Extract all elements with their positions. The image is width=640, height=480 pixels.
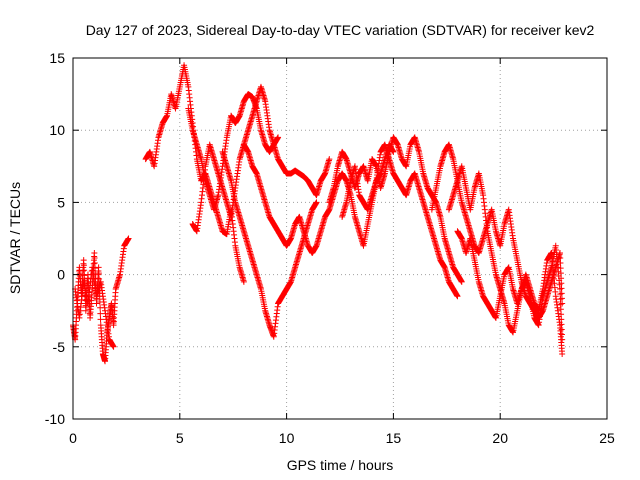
y-tick-label: 15 bbox=[49, 50, 65, 66]
grid-lines bbox=[73, 58, 607, 419]
data-point bbox=[97, 310, 104, 317]
data-point bbox=[557, 291, 564, 298]
data-point bbox=[91, 254, 98, 261]
data-point bbox=[557, 265, 564, 272]
axis-ticks bbox=[72, 57, 608, 420]
data-point bbox=[81, 272, 88, 279]
y-tick-label: -5 bbox=[53, 339, 66, 355]
data-point bbox=[81, 267, 88, 274]
chart-title: Day 127 of 2023, Sidereal Day-to-day VTE… bbox=[86, 22, 595, 38]
data-point bbox=[558, 285, 565, 292]
data-point bbox=[326, 156, 333, 163]
data-points bbox=[70, 62, 566, 365]
data-point bbox=[240, 278, 247, 285]
data-point bbox=[458, 278, 465, 285]
x-axis-label: GPS time / hours bbox=[287, 457, 394, 473]
data-point bbox=[557, 249, 564, 256]
y-tick-label: 10 bbox=[49, 122, 65, 138]
x-tick-label: 10 bbox=[279, 430, 295, 446]
data-point bbox=[95, 270, 102, 277]
data-point bbox=[110, 343, 117, 350]
data-point bbox=[97, 316, 104, 323]
y-tick-labels: -10 -5 0 5 10 15 bbox=[45, 50, 65, 427]
data-point bbox=[91, 249, 98, 256]
data-point bbox=[559, 351, 566, 358]
series-track-d bbox=[185, 91, 282, 213]
x-tick-label: 0 bbox=[69, 430, 77, 446]
data-point bbox=[80, 257, 87, 264]
y-tick-label: 5 bbox=[57, 194, 65, 210]
x-tick-label: 5 bbox=[176, 430, 184, 446]
x-tick-label: 15 bbox=[386, 430, 402, 446]
x-tick-label: 25 bbox=[599, 430, 615, 446]
y-axis-label: SDTVAR / TECUs bbox=[7, 182, 23, 294]
data-point bbox=[557, 301, 564, 308]
data-point bbox=[559, 300, 566, 307]
data-point bbox=[558, 326, 565, 333]
data-point bbox=[454, 293, 461, 300]
x-tick-labels: 0 5 10 15 20 25 bbox=[69, 430, 615, 446]
series-track-l bbox=[454, 228, 566, 358]
data-point bbox=[275, 134, 282, 141]
y-tick-label: 0 bbox=[57, 267, 65, 283]
data-point bbox=[557, 306, 564, 313]
data-point bbox=[557, 286, 564, 293]
plot-frame bbox=[72, 57, 608, 420]
y-tick-label: -10 bbox=[45, 411, 65, 427]
data-point bbox=[557, 254, 564, 261]
series-track-b bbox=[72, 264, 117, 350]
series-track-i bbox=[339, 141, 461, 300]
data-point bbox=[313, 199, 320, 206]
data-point bbox=[91, 260, 98, 267]
data-point bbox=[558, 295, 565, 302]
data-point bbox=[80, 262, 87, 269]
data-point bbox=[95, 264, 102, 271]
x-tick-label: 20 bbox=[492, 430, 508, 446]
data-point bbox=[125, 235, 132, 242]
data-point bbox=[558, 290, 565, 297]
